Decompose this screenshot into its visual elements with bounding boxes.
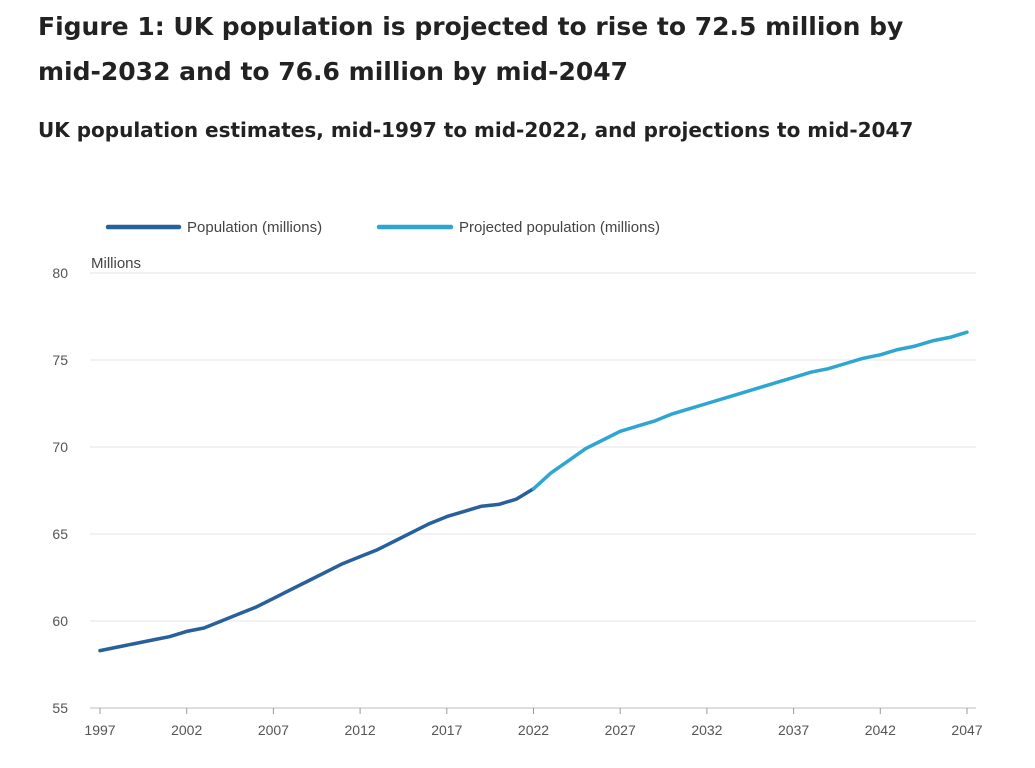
x-tick-label: 2047 xyxy=(951,722,982,738)
y-axis: 55 60 65 70 75 80 xyxy=(52,265,68,716)
chart-subtitle: UK population estimates, mid-1997 to mid… xyxy=(38,118,914,142)
legend-label: Projected population (millions) xyxy=(459,219,660,236)
x-tick-label: 2042 xyxy=(865,722,896,738)
x-tick-label: 2017 xyxy=(431,722,462,738)
gridlines xyxy=(90,272,976,622)
y-tick-label: 75 xyxy=(52,352,68,368)
x-tick-label: 2002 xyxy=(171,722,202,738)
chart-title: Figure 1: UK population is projected to … xyxy=(38,12,904,86)
series-line-projected-population xyxy=(531,330,969,491)
x-tick-label: 2007 xyxy=(258,722,289,738)
y-tick-label: 65 xyxy=(52,526,68,542)
x-tick-label: 2022 xyxy=(518,722,549,738)
x-tick-label: 2012 xyxy=(345,722,376,738)
y-tick-label: 55 xyxy=(52,700,68,716)
y-tick-label: 60 xyxy=(52,613,68,629)
x-tick-label: 2037 xyxy=(778,722,809,738)
y-tick-label: 80 xyxy=(52,265,68,281)
x-tick-label: 1997 xyxy=(84,722,115,738)
x-axis: 1997 2002 2007 2012 2017 2022 2027 2032 2037 2042… xyxy=(84,707,983,738)
series-lines xyxy=(98,330,969,653)
y-axis-label: Millions xyxy=(91,255,141,272)
series-line-population xyxy=(98,487,536,653)
x-tick-label: 2032 xyxy=(691,722,722,738)
y-tick-label: 70 xyxy=(52,439,68,455)
x-tick-label: 2027 xyxy=(605,722,636,738)
legend-label: Population (millions) xyxy=(187,219,322,236)
legend: Population (millions) Projected populatio… xyxy=(105,219,660,236)
